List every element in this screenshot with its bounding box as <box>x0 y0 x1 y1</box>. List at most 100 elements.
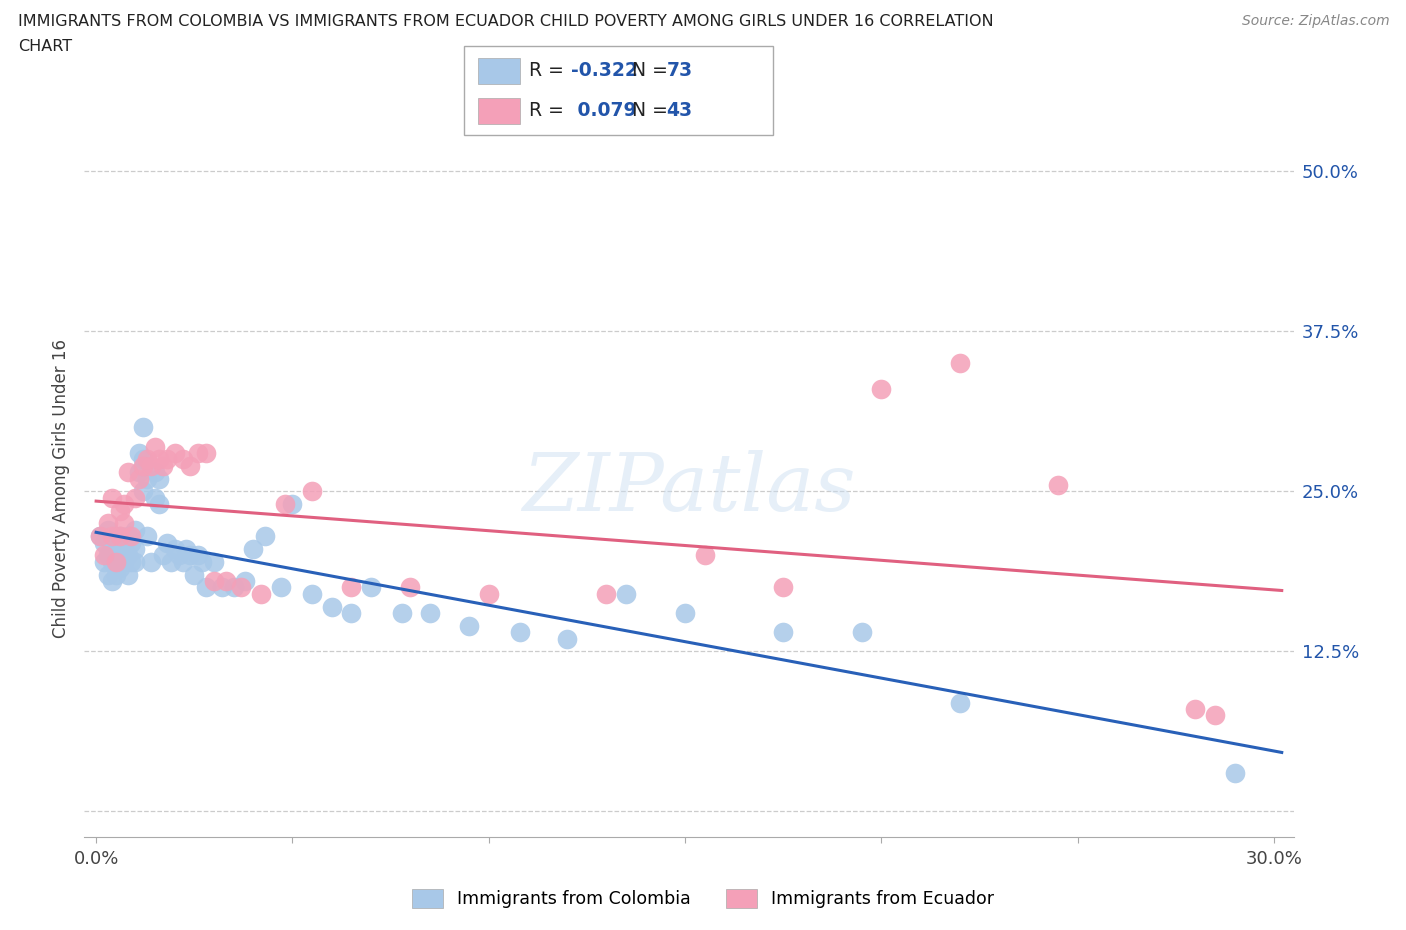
Point <box>195 445 218 460</box>
Point <box>143 490 166 505</box>
Point <box>281 497 304 512</box>
Text: 73: 73 <box>666 61 693 80</box>
Point <box>108 529 131 544</box>
Text: R =: R = <box>529 101 569 120</box>
Point <box>152 548 174 563</box>
Point <box>614 587 637 602</box>
Point <box>195 580 218 595</box>
Point <box>112 548 135 563</box>
Point <box>97 567 120 582</box>
Point <box>89 529 111 544</box>
Point <box>117 567 139 582</box>
Point <box>673 605 696 620</box>
Point <box>121 529 143 544</box>
Point <box>273 497 295 512</box>
Point <box>179 458 201 473</box>
Point <box>112 541 135 556</box>
Point <box>242 541 264 556</box>
Point <box>176 541 198 556</box>
Text: ZIPatlas: ZIPatlas <box>522 449 856 527</box>
Point <box>399 580 422 595</box>
Point <box>152 458 174 473</box>
Point <box>250 587 273 602</box>
Point <box>595 587 617 602</box>
Point <box>391 605 413 620</box>
Point <box>949 696 972 711</box>
Point <box>101 490 124 505</box>
Point <box>211 580 233 595</box>
Point <box>183 567 205 582</box>
Point <box>143 465 166 480</box>
Point <box>222 580 245 595</box>
Point <box>124 554 146 569</box>
Point <box>124 490 146 505</box>
Point <box>101 554 124 569</box>
Point <box>139 554 162 569</box>
Point <box>148 452 170 467</box>
Point <box>93 554 115 569</box>
Point <box>121 554 143 569</box>
Point <box>156 535 179 550</box>
Point <box>101 574 124 589</box>
Point <box>478 587 501 602</box>
Text: Source: ZipAtlas.com: Source: ZipAtlas.com <box>1241 14 1389 28</box>
Point <box>233 574 256 589</box>
Point <box>136 472 159 486</box>
Point <box>1223 765 1246 780</box>
Point <box>340 605 363 620</box>
Point <box>101 529 124 544</box>
Point <box>128 472 150 486</box>
Point <box>104 529 127 544</box>
Point <box>772 580 794 595</box>
Point <box>321 599 343 614</box>
Text: 0.079: 0.079 <box>571 101 637 120</box>
Point <box>179 548 201 563</box>
Point <box>1184 701 1206 716</box>
Text: 43: 43 <box>666 101 693 120</box>
Point <box>148 472 170 486</box>
Point <box>124 541 146 556</box>
Point <box>1204 708 1226 723</box>
Point <box>172 554 194 569</box>
Y-axis label: Child Poverty Among Girls Under 16: Child Poverty Among Girls Under 16 <box>52 339 70 638</box>
Point <box>270 580 292 595</box>
Point <box>172 452 194 467</box>
Point <box>128 465 150 480</box>
Point <box>132 458 155 473</box>
Point <box>458 618 481 633</box>
Point <box>191 554 214 569</box>
Point <box>97 523 120 538</box>
Point <box>187 548 209 563</box>
Point <box>104 567 127 582</box>
Point <box>949 356 972 371</box>
Point <box>215 574 238 589</box>
Point <box>148 497 170 512</box>
Point <box>128 445 150 460</box>
Point <box>124 523 146 538</box>
Point <box>108 561 131 576</box>
Point <box>156 452 179 467</box>
Point <box>360 580 382 595</box>
Point <box>163 445 186 460</box>
Point <box>132 484 155 498</box>
Point <box>108 548 131 563</box>
Point <box>187 445 209 460</box>
Point <box>117 465 139 480</box>
Point <box>136 452 159 467</box>
Point <box>509 625 531 640</box>
Point <box>231 580 253 595</box>
Point <box>112 516 135 531</box>
Point <box>419 605 441 620</box>
Text: CHART: CHART <box>18 39 72 54</box>
Point <box>555 631 578 646</box>
Point <box>159 554 181 569</box>
Point <box>870 381 893 396</box>
Point <box>139 458 162 473</box>
Point <box>693 548 716 563</box>
Point <box>202 554 225 569</box>
Point <box>253 529 276 544</box>
Text: IMMIGRANTS FROM COLOMBIA VS IMMIGRANTS FROM ECUADOR CHILD POVERTY AMONG GIRLS UN: IMMIGRANTS FROM COLOMBIA VS IMMIGRANTS F… <box>18 14 994 29</box>
Point <box>163 541 186 556</box>
Point <box>301 484 323 498</box>
Text: N =: N = <box>620 61 673 80</box>
